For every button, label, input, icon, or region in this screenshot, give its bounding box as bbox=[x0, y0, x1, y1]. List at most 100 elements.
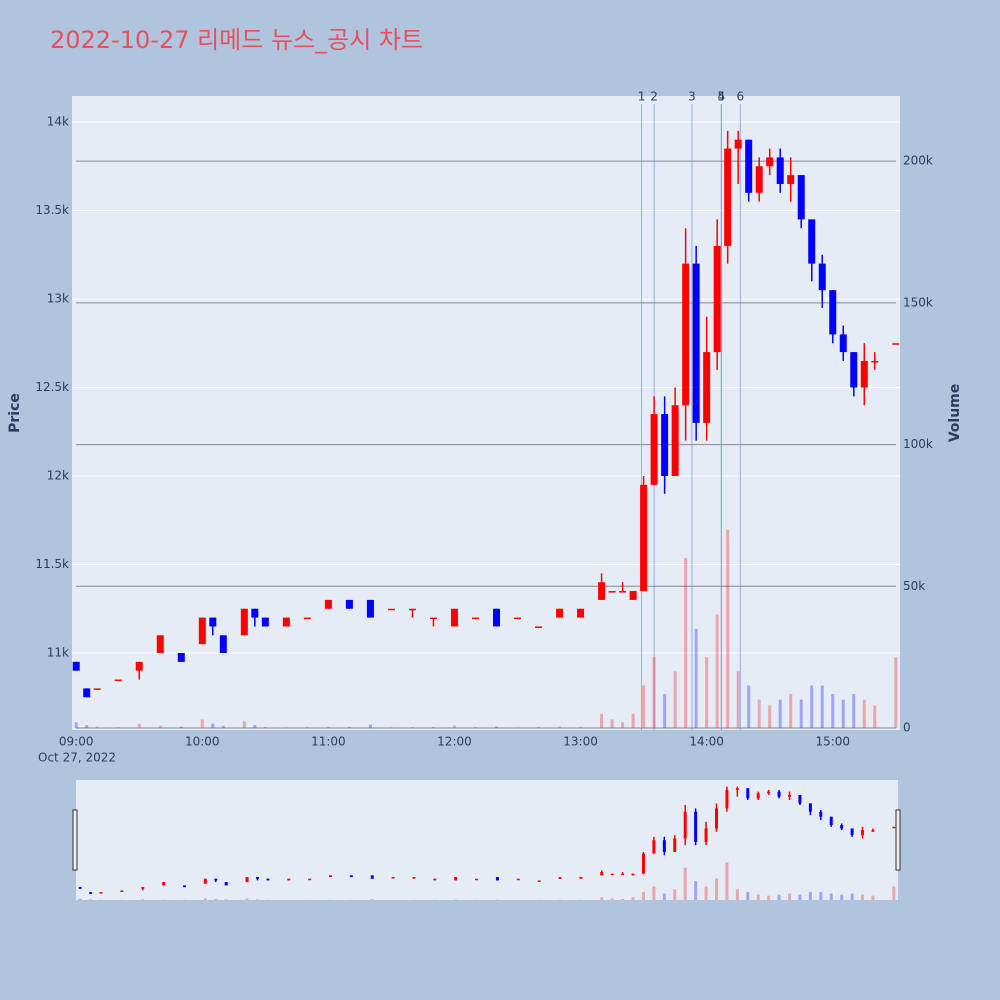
candle-body bbox=[224, 882, 228, 886]
y-tick-label: 13.5k bbox=[35, 203, 69, 217]
volume-bar bbox=[715, 614, 719, 728]
candle-body bbox=[120, 890, 124, 892]
volume-bar bbox=[137, 723, 141, 728]
volume-bar bbox=[840, 894, 844, 900]
x-tick-label: 12:00 bbox=[437, 735, 472, 749]
volume-bar bbox=[326, 726, 330, 728]
candle-body bbox=[829, 816, 833, 826]
volume-bar bbox=[621, 898, 625, 900]
candle-body bbox=[629, 591, 637, 600]
volume-bar bbox=[516, 727, 520, 728]
news-label: 1 bbox=[638, 90, 646, 104]
y2-tick-label: 200k bbox=[903, 154, 933, 168]
volume-bar bbox=[610, 719, 614, 728]
candle-body bbox=[661, 414, 669, 477]
candle-body bbox=[850, 352, 858, 388]
candle-body bbox=[598, 582, 606, 600]
range-handle[interactable] bbox=[72, 809, 78, 871]
candle-body bbox=[755, 166, 763, 193]
candle-body bbox=[746, 788, 750, 799]
volume-bar bbox=[141, 899, 145, 900]
candle-body bbox=[840, 825, 844, 829]
volume-bar bbox=[777, 894, 781, 900]
news-label: 5 bbox=[718, 90, 726, 104]
volume-bar bbox=[757, 699, 761, 728]
volume-bar bbox=[735, 889, 739, 900]
candle-body bbox=[808, 803, 812, 812]
candle-body bbox=[282, 617, 290, 627]
candle-body bbox=[198, 617, 206, 645]
x-tick-label: 11:00 bbox=[311, 735, 346, 749]
candle-body bbox=[135, 661, 143, 671]
candle-body bbox=[475, 878, 479, 881]
candle-body bbox=[818, 263, 826, 291]
x-tick-label: 13:00 bbox=[563, 735, 598, 749]
candle-body bbox=[631, 873, 635, 876]
candle-body bbox=[682, 263, 690, 406]
volume-bar bbox=[746, 891, 750, 900]
candle-body bbox=[641, 853, 645, 874]
range-handle[interactable] bbox=[895, 809, 901, 871]
volume-bar bbox=[756, 894, 760, 900]
candle-body bbox=[78, 887, 82, 889]
candle-body bbox=[724, 148, 732, 246]
candle-body bbox=[797, 175, 805, 220]
volume-bar bbox=[725, 862, 729, 900]
candle-body bbox=[219, 635, 227, 654]
volume-bar bbox=[810, 685, 814, 728]
candle-body bbox=[610, 873, 614, 876]
y-tick-label: 13k bbox=[47, 292, 69, 306]
range-slider[interactable] bbox=[76, 780, 898, 900]
candle-body bbox=[777, 791, 781, 797]
candle-body bbox=[621, 873, 625, 876]
y2-tick-label: 100k bbox=[903, 437, 933, 451]
volume-bar bbox=[305, 727, 309, 728]
candle-body bbox=[261, 617, 269, 627]
candle-body bbox=[640, 484, 648, 592]
volume-bar bbox=[819, 891, 823, 900]
candle-body bbox=[514, 617, 522, 620]
volume-bar bbox=[410, 727, 414, 728]
candle-body bbox=[556, 608, 564, 618]
candle-body bbox=[662, 840, 666, 852]
y-tick-label: 14k bbox=[47, 115, 69, 129]
candle-body bbox=[535, 626, 543, 628]
candle-body bbox=[493, 608, 501, 627]
candle-body bbox=[99, 892, 103, 894]
candle-body bbox=[892, 826, 896, 829]
volume-bar bbox=[253, 725, 257, 728]
candle-body bbox=[516, 878, 520, 881]
volume-bar bbox=[89, 899, 93, 900]
candle-body bbox=[619, 591, 627, 593]
candle-body bbox=[734, 139, 742, 149]
candle-body bbox=[329, 875, 333, 878]
volume-bar bbox=[600, 897, 604, 900]
candle-body bbox=[141, 887, 145, 889]
y-tick-label: 12.5k bbox=[35, 380, 69, 394]
volume-bar bbox=[600, 713, 604, 728]
volume-bar bbox=[631, 713, 635, 728]
candle-body bbox=[808, 219, 816, 264]
volume-bar bbox=[221, 725, 225, 728]
volume-bar bbox=[158, 725, 162, 728]
volume-bar bbox=[736, 671, 740, 728]
volume-bar bbox=[78, 898, 82, 900]
volume-bar bbox=[74, 722, 78, 728]
y2-tick-label: 50k bbox=[903, 579, 925, 593]
volume-bar bbox=[662, 893, 666, 900]
candle-body bbox=[433, 878, 437, 881]
candle-body bbox=[756, 793, 760, 799]
volume-bar bbox=[684, 557, 688, 728]
volume-bar bbox=[85, 725, 89, 728]
candle-body bbox=[83, 688, 91, 698]
volume-bar bbox=[726, 529, 730, 728]
candle-body bbox=[495, 877, 499, 881]
candle-body bbox=[209, 617, 217, 627]
candle-body bbox=[671, 405, 679, 477]
news-label: 4 bbox=[718, 90, 726, 104]
volume-bar bbox=[263, 727, 267, 728]
candle-body bbox=[412, 877, 416, 879]
candle-body bbox=[240, 608, 248, 636]
candle-body bbox=[303, 617, 311, 620]
